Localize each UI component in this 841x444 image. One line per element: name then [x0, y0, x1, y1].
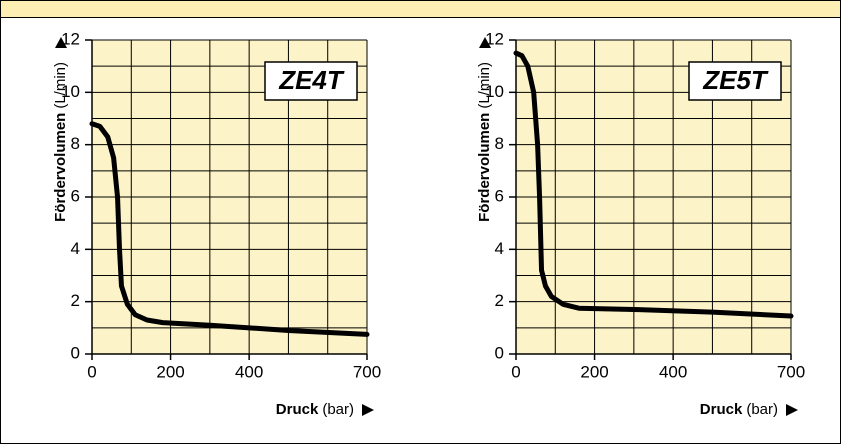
y-tick-label: 0: [71, 343, 80, 362]
y-arrow: [55, 37, 67, 48]
y-axis-label: Fördervolumen (L/min): [476, 62, 493, 222]
curve: [513, 50, 794, 319]
x-label-unit: (bar): [322, 401, 354, 418]
y-tick-label: 10: [485, 82, 504, 101]
x-tick-label: 0: [511, 362, 520, 381]
chart-title: ZE4T: [278, 65, 345, 95]
x-label-main: Druck: [700, 401, 743, 418]
curve: [89, 121, 370, 337]
y-tick-label: 12: [485, 29, 504, 48]
x-axis-label: Druck (bar): [700, 401, 778, 418]
x-arrow: [362, 404, 374, 416]
y-tick-label: 0: [495, 343, 504, 362]
y-tick-label: 10: [61, 82, 80, 101]
x-tick-label: 200: [156, 362, 184, 381]
x-axis-label: Druck (bar): [276, 401, 354, 418]
x-tick-label: 700: [353, 362, 381, 381]
x-label-main: Druck: [276, 401, 319, 418]
x-tick-label: 400: [659, 362, 687, 381]
x-label-unit: (bar): [746, 401, 778, 418]
y-label-unit: (L/min): [52, 62, 69, 109]
title-box: [688, 61, 782, 101]
y-tick-label: 12: [61, 29, 80, 48]
y-arrow: [479, 37, 491, 48]
chart-title: ZE5T: [702, 65, 769, 95]
x-tick-label: 700: [777, 362, 805, 381]
x-tick-label: 400: [235, 362, 263, 381]
y-label-main: Fördervolumen: [476, 113, 493, 222]
header-strip: [0, 0, 841, 18]
y-tick-label: 6: [71, 186, 80, 205]
x-arrow: [786, 404, 798, 416]
y-tick-label: 6: [495, 186, 504, 205]
y-tick-label: 4: [71, 239, 80, 258]
x-tick-label: 0: [87, 362, 96, 381]
y-tick-label: 8: [71, 134, 80, 153]
y-tick-label: 2: [495, 291, 504, 310]
x-tick-label: 200: [580, 362, 608, 381]
y-tick-label: 2: [71, 291, 80, 310]
y-label-unit: (L/min): [476, 62, 493, 109]
title-box: [264, 61, 358, 101]
y-tick-label: 8: [495, 134, 504, 153]
y-tick-label: 4: [495, 239, 504, 258]
y-axis-label: Fördervolumen (L/min): [52, 62, 69, 222]
y-label-main: Fördervolumen: [52, 113, 69, 222]
